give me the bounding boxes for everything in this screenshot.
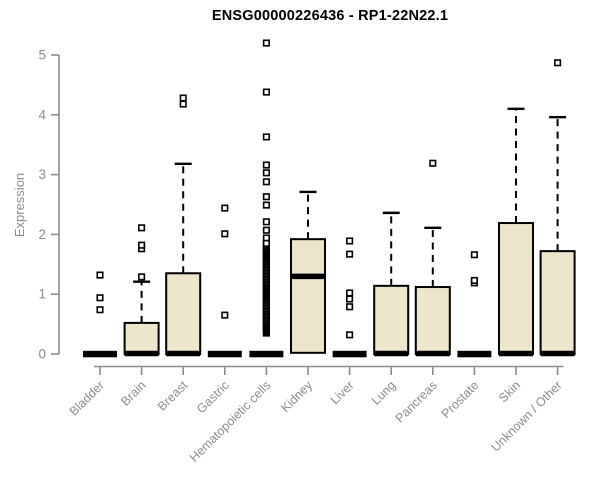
box-kidney: [290, 238, 326, 354]
box-breast: [165, 272, 202, 355]
outlier-hematopoietic-cells-2: [262, 218, 270, 226]
outlier-brain-2: [138, 241, 146, 249]
x-tick-label-skin: Skin: [496, 378, 523, 405]
box-collapsed-bladder: [83, 350, 117, 358]
outlier-prostate-1: [470, 276, 478, 284]
outlier-brain-3: [138, 224, 146, 232]
box-lung: [373, 284, 410, 355]
box-skin: [498, 222, 534, 355]
outlier-liver-3: [346, 289, 354, 297]
y-tick-label-5: 5: [38, 48, 46, 63]
outlier-liver-2: [346, 295, 354, 303]
outlier-hematopoietic-cells-9: [262, 88, 270, 96]
box-collapsed-gastric: [207, 350, 242, 358]
outlier-hematopoietic-cells-dense-59: [262, 239, 270, 247]
outlier-breast-1: [179, 94, 187, 102]
box-brain: [123, 321, 160, 355]
chart-title: ENSG00000226436 - RP1-22N22.1: [211, 8, 449, 24]
outlier-hematopoietic-cells-6: [262, 169, 270, 177]
outlier-liver-1: [346, 303, 354, 311]
outlier-liver-0: [346, 331, 354, 339]
y-tick-label-1: 1: [38, 287, 46, 302]
x-tick-label-bladder: Bladder: [67, 378, 107, 418]
outlier-hematopoietic-cells-8: [262, 133, 270, 141]
box-collapsed-prostate: [457, 350, 492, 358]
x-tick-label-brain: Brain: [118, 378, 149, 409]
box-unknown-other: [539, 250, 576, 355]
box-collapsed-hematopoietic-cells: [249, 350, 284, 358]
outlier-gastric-0: [221, 311, 229, 319]
x-tick-label-pancreas: Pancreas: [393, 378, 440, 425]
outlier-gastric-1: [221, 230, 229, 238]
y-tick-label-0: 0: [38, 347, 46, 362]
y-tick-label-2: 2: [38, 227, 46, 242]
box-pancreas: [414, 286, 451, 355]
x-tick-label-kidney: Kidney: [278, 378, 315, 415]
box-collapsed-liver: [332, 350, 367, 358]
outlier-bladder-0: [96, 306, 104, 314]
outlier-breast-0: [179, 100, 187, 108]
x-tick-label-hematopoietic-cells: Hematopoietic cells: [187, 378, 274, 465]
y-tick-label-4: 4: [38, 107, 46, 122]
outlier-unknown-other-0: [554, 59, 562, 67]
x-tick-label-unknown-other: Unknown / Other: [488, 378, 564, 454]
outlier-hematopoietic-cells-3: [262, 201, 270, 209]
x-tick-label-breast: Breast: [155, 378, 191, 414]
x-tick-label-liver: Liver: [328, 378, 357, 407]
outlier-hematopoietic-cells-4: [262, 193, 270, 201]
x-tick-label-prostate: Prostate: [439, 378, 482, 421]
outlier-brain-0: [138, 273, 146, 281]
outlier-liver-4: [346, 250, 354, 258]
outlier-bladder-1: [96, 294, 104, 302]
outlier-bladder-2: [96, 271, 104, 279]
outlier-hematopoietic-cells-7: [262, 161, 270, 169]
x-tick-label-lung: Lung: [369, 378, 399, 408]
outlier-liver-5: [346, 237, 354, 245]
outlier-pancreas-0: [429, 159, 437, 167]
outlier-hematopoietic-cells-1: [262, 226, 270, 234]
y-tick-label-3: 3: [38, 167, 46, 182]
outlier-gastric-2: [221, 204, 229, 212]
outlier-prostate-2: [470, 251, 478, 259]
outlier-hematopoietic-cells-10: [262, 39, 270, 47]
outlier-hematopoietic-cells-5: [262, 178, 270, 186]
x-tick-label-gastric: Gastric: [194, 378, 232, 416]
